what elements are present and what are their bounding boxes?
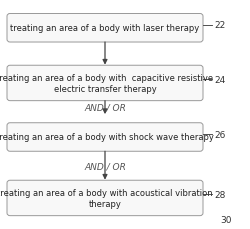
Text: treating an area of a body with  capacitive resistive
electric transfer therapy: treating an area of a body with capaciti…	[0, 74, 214, 93]
Text: AND / OR: AND / OR	[84, 104, 126, 112]
Text: 28: 28	[214, 190, 226, 199]
FancyBboxPatch shape	[7, 14, 203, 43]
Text: 26: 26	[214, 130, 226, 139]
Text: AND / OR: AND / OR	[84, 161, 126, 170]
Text: treating an area of a body with acoustical vibration
therapy: treating an area of a body with acoustic…	[0, 188, 213, 208]
Text: treating an area of a body with laser therapy: treating an area of a body with laser th…	[10, 24, 200, 33]
Text: 30: 30	[220, 215, 232, 224]
Text: 22: 22	[214, 21, 226, 30]
FancyBboxPatch shape	[7, 180, 203, 216]
Text: treating an area of a body with shock wave therapy: treating an area of a body with shock wa…	[0, 133, 214, 142]
FancyBboxPatch shape	[7, 66, 203, 101]
FancyBboxPatch shape	[7, 123, 203, 152]
Text: 24: 24	[214, 76, 226, 85]
